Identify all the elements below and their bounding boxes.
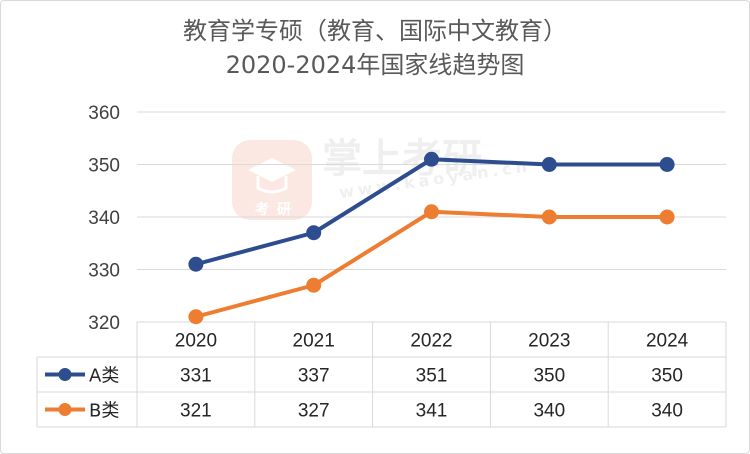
data-point <box>541 209 557 225</box>
data-table-cell: 341 <box>416 401 448 422</box>
y-tick-label: 320 <box>88 313 120 334</box>
data-table-cell: 337 <box>298 366 330 387</box>
series-line <box>195 209 668 319</box>
data-point <box>188 309 204 325</box>
data-point <box>306 277 322 293</box>
legend-key-marker <box>58 368 72 381</box>
y-tick-label: 350 <box>88 156 120 177</box>
data-point <box>541 157 557 172</box>
x-category-label: 2024 <box>646 331 689 352</box>
chart-title: 教育学专硕（教育、国际中文教育） 2020-2024年国家线趋势图 <box>0 14 750 82</box>
watermark-badge-char-2: 研 <box>277 202 291 218</box>
x-category-label: 2022 <box>410 331 452 352</box>
data-point <box>306 225 322 241</box>
data-table-cell: 350 <box>533 366 565 387</box>
series-lines <box>188 151 675 325</box>
data-point <box>659 209 675 225</box>
legend-label: A类 <box>89 366 119 387</box>
data-table-cell: 327 <box>298 401 330 422</box>
watermark-badge-char-1: 考 <box>255 201 269 218</box>
chart-title-line-2: 2020-2024年国家线趋势图 <box>225 51 525 79</box>
x-category-label: 2020 <box>175 331 217 352</box>
x-category-label: 2023 <box>528 331 570 352</box>
chart-title-line-1: 教育学专硕（教育、国际中文教育） <box>183 17 567 45</box>
x-category-label: 2021 <box>293 331 335 352</box>
data-table-cell: 340 <box>533 401 565 422</box>
data-point <box>659 157 675 172</box>
data-table: 2020 2021 2022 2023 2024 A类 331 337 351 350 350 B类 3… <box>36 321 727 428</box>
data-table-cell: 331 <box>180 366 212 387</box>
data-point <box>424 204 439 220</box>
data-table-cell: 340 <box>651 401 683 422</box>
data-table-cell: 351 <box>416 366 448 387</box>
y-tick-label: 360 <box>88 103 120 124</box>
watermark: 考 研 掌上考研 www.kaoyan.cn <box>232 136 532 220</box>
data-table-cell: 350 <box>651 366 683 387</box>
data-point <box>424 151 439 167</box>
data-point <box>188 256 204 272</box>
watermark-badge <box>232 140 312 220</box>
data-table-cell: 321 <box>180 401 212 422</box>
y-tick-label: 330 <box>88 261 120 282</box>
legend-key-marker <box>58 403 72 416</box>
y-axis-ticks: 320 330 340 350 360 <box>88 103 120 334</box>
y-tick-label: 340 <box>88 208 120 229</box>
graduation-cap-base-icon <box>256 176 288 194</box>
legend-label: B类 <box>89 401 119 422</box>
